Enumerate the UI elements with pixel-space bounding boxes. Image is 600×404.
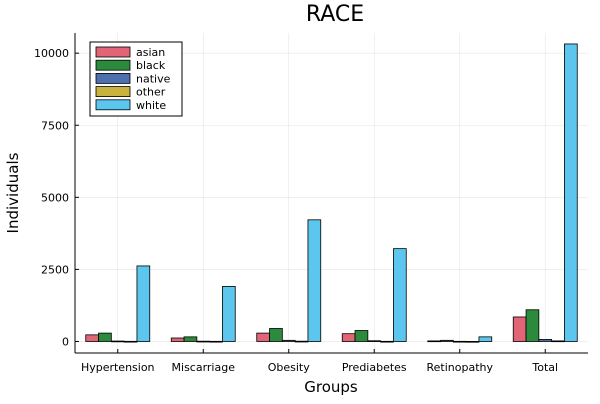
x-tick-label: Retinopathy bbox=[426, 361, 493, 374]
legend-label-black: black bbox=[136, 59, 166, 72]
bar-other-hypertension bbox=[123, 340, 138, 343]
legend-label-asian: asian bbox=[136, 46, 165, 59]
chart-title: RACE bbox=[306, 2, 364, 27]
bar-native-hypertension bbox=[110, 340, 125, 343]
bar-white-prediabetes bbox=[393, 248, 407, 342]
x-tick-label: Obesity bbox=[268, 361, 311, 374]
y-tick-label: 0 bbox=[62, 335, 69, 348]
bar-asian-obesity bbox=[256, 332, 270, 342]
bar-native-total bbox=[538, 339, 553, 342]
legend-swatch-other bbox=[95, 86, 131, 97]
bar-other-prediabetes bbox=[380, 340, 394, 343]
y-tick-label: 2500 bbox=[41, 263, 69, 276]
y-tick-label: 5000 bbox=[41, 191, 69, 204]
legend-label-native: native bbox=[136, 72, 171, 85]
bar-white-retinopathy bbox=[478, 336, 493, 342]
bar-native-prediabetes bbox=[367, 340, 382, 342]
y-axis-label: Individuals bbox=[4, 152, 22, 233]
bar-asian-hypertension bbox=[85, 334, 99, 342]
bar-native-obesity bbox=[281, 339, 296, 342]
bar-asian-prediabetes bbox=[341, 333, 356, 342]
x-tick-label: Prediabetes bbox=[342, 361, 407, 374]
x-tick-label: Hypertension bbox=[81, 361, 155, 374]
legend-label-other: other bbox=[136, 86, 166, 99]
legend-swatch-asian bbox=[95, 46, 131, 58]
x-tick-label: Total bbox=[531, 361, 558, 374]
bar-other-retinopathy bbox=[465, 341, 480, 343]
grid-lines bbox=[75, 33, 588, 353]
bar-black-hypertension bbox=[98, 332, 112, 342]
legend-swatch-black bbox=[95, 59, 131, 71]
bar-native-miscarriage bbox=[196, 340, 211, 343]
bar-black-miscarriage bbox=[183, 336, 198, 342]
legend-swatch-white bbox=[95, 99, 131, 111]
x-axis-label: Groups bbox=[304, 378, 358, 396]
bar-black-total bbox=[525, 309, 540, 342]
legend-label-white: white bbox=[136, 99, 166, 112]
bar-white-miscarriage bbox=[222, 286, 236, 342]
bar-asian-miscarriage bbox=[170, 337, 185, 342]
bar-other-total bbox=[551, 340, 565, 343]
bars bbox=[85, 43, 578, 343]
bar-white-hypertension bbox=[136, 265, 151, 342]
axes bbox=[74, 33, 588, 354]
bar-asian-total bbox=[512, 316, 527, 342]
bar-asian-retinopathy bbox=[427, 340, 441, 343]
bar-other-obesity bbox=[294, 340, 309, 343]
x-tick-label: Miscarriage bbox=[172, 361, 236, 374]
bar-black-prediabetes bbox=[354, 330, 369, 342]
bar-native-retinopathy bbox=[452, 340, 467, 343]
bar-white-obesity bbox=[307, 219, 322, 342]
legend-swatch-native bbox=[95, 73, 131, 84]
y-tick-label: 7500 bbox=[41, 119, 69, 132]
bar-white-total bbox=[564, 43, 578, 342]
bar-black-retinopathy bbox=[440, 339, 454, 342]
y-tick-label: 10000 bbox=[34, 47, 69, 60]
bar-black-obesity bbox=[269, 328, 283, 342]
bar-other-miscarriage bbox=[209, 340, 223, 343]
tick-labels: 0 2500 5000 7500 10000 Hypertension Miscarriag… bbox=[34, 47, 558, 374]
